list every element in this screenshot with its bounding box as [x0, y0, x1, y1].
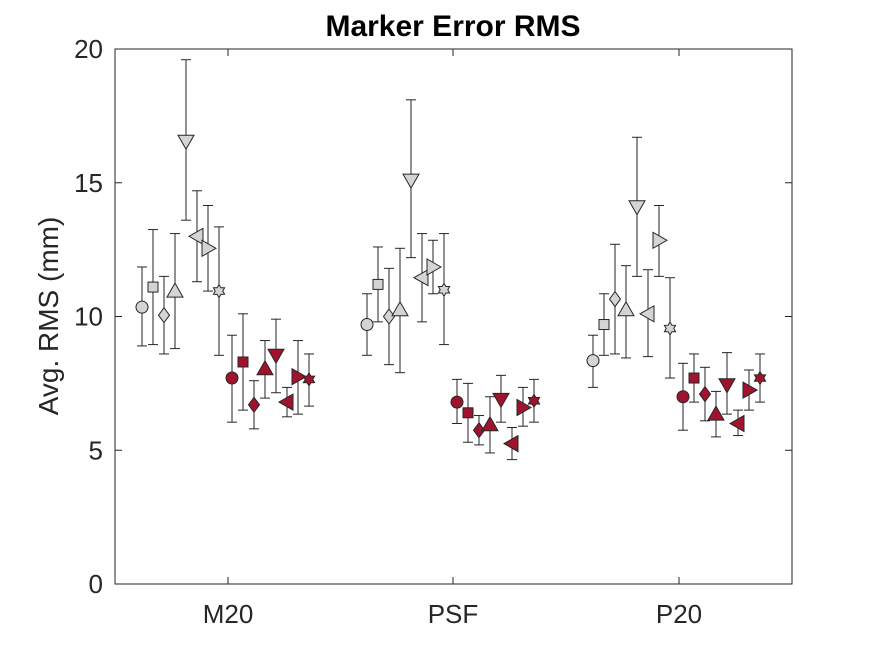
y-tick-label: 15 — [74, 168, 103, 198]
data-point-square — [598, 319, 610, 331]
series-gray-diamond — [157, 243, 622, 366]
data-point-hexagram — [753, 370, 767, 386]
series-red-triangle-down — [267, 318, 736, 423]
data-point-triangle-left — [502, 434, 519, 453]
data-point-square — [147, 281, 159, 293]
data-point-triangle-up — [256, 359, 274, 376]
data-point-hexagram — [212, 283, 226, 299]
series-red-hexagram — [302, 353, 767, 423]
data-point-diamond — [157, 306, 171, 324]
data-point-triangle-left — [638, 304, 655, 323]
series-red-diamond — [247, 366, 712, 446]
x-tick-label: PSF — [428, 599, 479, 629]
data-point-diamond — [472, 421, 486, 439]
data-point-triangle-down — [628, 200, 646, 216]
data-point-triangle-left — [277, 393, 294, 411]
series-gray-triangle-left — [187, 190, 655, 358]
data-point-triangle-right — [291, 367, 308, 386]
data-point-circle — [225, 371, 239, 385]
series-gray-triangle-down — [177, 59, 646, 277]
data-point-circle — [360, 318, 374, 332]
data-point-hexagram — [527, 393, 541, 409]
series-gray-triangle-right — [201, 204, 669, 295]
x-tick-label: M20 — [203, 599, 254, 629]
y-tick-label: 5 — [89, 435, 103, 465]
plot-area — [114, 48, 793, 585]
data-point-triangle-up — [481, 415, 499, 432]
chart-title: Marker Error RMS — [325, 10, 580, 43]
data-point-hexagram — [663, 321, 677, 336]
data-point-square — [688, 372, 700, 384]
series-gray-circle — [135, 266, 600, 388]
data-point-square — [372, 278, 384, 290]
data-point-triangle-up — [166, 282, 184, 298]
data-point-triangle-up — [617, 300, 635, 317]
y-tick-label: 10 — [74, 302, 103, 332]
data-point-circle — [676, 390, 690, 404]
series-red-triangle-up — [256, 340, 725, 454]
data-point-circle — [586, 354, 600, 368]
data-point-triangle-left — [187, 227, 204, 246]
data-point-triangle-left — [412, 268, 429, 287]
series-gray-square — [147, 229, 610, 356]
series-red-triangle-left — [277, 386, 745, 461]
data-point-square — [237, 356, 249, 368]
series-red-circle — [225, 334, 690, 431]
data-point-triangle-right — [742, 381, 759, 399]
data-point-square — [462, 407, 474, 419]
y-tick-label: 0 — [89, 569, 103, 599]
data-point-triangle-right — [426, 258, 443, 276]
data-point-triangle-down — [492, 392, 510, 409]
data-point-diamond — [247, 396, 261, 414]
data-point-hexagram — [302, 371, 316, 387]
data-point-diamond — [698, 385, 712, 403]
y-tick-label: 20 — [74, 34, 103, 64]
series-red-square — [237, 313, 700, 443]
data-point-hexagram — [437, 282, 451, 298]
data-point-triangle-up — [391, 300, 409, 317]
data-point-triangle-right — [516, 398, 533, 417]
x-tick-label: P20 — [656, 599, 702, 629]
data-point-triangle-down — [402, 173, 420, 190]
y-axis: 0 5 10 15 20 — [74, 34, 792, 599]
data-point-triangle-down — [718, 378, 736, 394]
data-point-triangle-right — [652, 231, 669, 250]
y-axis-label: Avg. RMS (mm) — [33, 217, 64, 416]
series-red-triangle-right — [291, 340, 759, 427]
data-point-circle — [450, 395, 464, 409]
data-point-triangle-up — [707, 405, 725, 421]
data-point-circle — [135, 300, 149, 314]
data-point-triangle-left — [728, 414, 745, 433]
data-series — [135, 59, 767, 461]
series-gray-triangle-up — [166, 233, 635, 374]
data-point-triangle-right — [201, 239, 218, 258]
series-gray-hexagram — [212, 226, 677, 379]
x-axis: M20 PSF P20 — [203, 49, 702, 629]
data-point-diamond — [608, 290, 622, 308]
data-point-triangle-down — [177, 134, 195, 151]
data-point-triangle-down — [267, 348, 285, 365]
